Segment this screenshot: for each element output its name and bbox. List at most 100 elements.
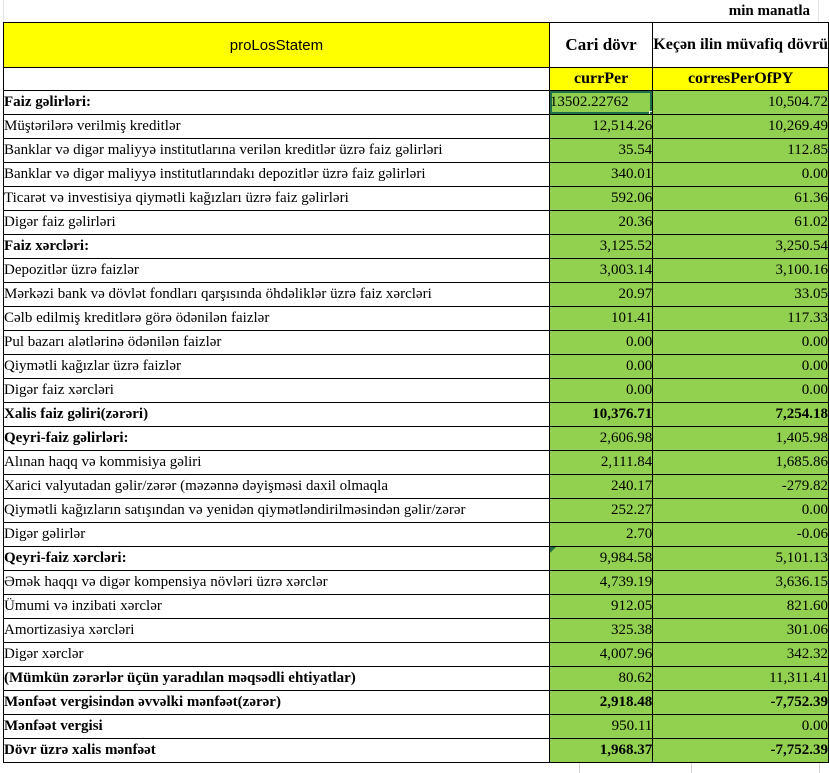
currper-value-cell[interactable]: 340.01	[548, 162, 654, 187]
row-label-cell[interactable]: Qeyri-faiz gəlirləri:	[3, 426, 550, 451]
row-label-cell[interactable]: Mənfəət vergisindən əvvəlki mənfəət(zərə…	[3, 690, 550, 715]
row-label-cell[interactable]: Banklar və digər maliyyə institutlarında…	[3, 162, 550, 187]
row-label-cell[interactable]: Əmək haqqı və digər kompensiya növləri ü…	[3, 570, 550, 595]
row-label-cell[interactable]: Pul bazarı alətlərinə ödənilən faizlər	[3, 330, 550, 355]
corresperofpy-value-cell[interactable]: 7,254.18	[652, 402, 829, 427]
row-label-cell[interactable]: (Mümkün zərərlər üçün yaradılan məqsədli…	[3, 666, 550, 691]
table-row: Qeyri-faiz gəlirləri: 2,606.98 1,405.98	[3, 426, 829, 451]
prior-period-header-cell[interactable]: Keçən ilin müvafiq dövrü	[652, 22, 829, 68]
corresperofpy-code: corresPerOfPY	[687, 70, 794, 87]
corresperofpy-value-cell[interactable]: 301.06	[652, 618, 829, 643]
row-label-cell[interactable]: Amortizasiya xərcləri	[3, 618, 550, 643]
corresperofpy-value-cell[interactable]: 61.02	[652, 210, 829, 235]
row-label-cell[interactable]: Digər faiz xərcləri	[3, 378, 550, 403]
corresperofpy-value-cell[interactable]: 0.00	[652, 354, 829, 379]
row-label-cell[interactable]: Digər faiz gəlirləri	[3, 210, 550, 235]
currper-value-cell[interactable]: 12,514.26	[548, 114, 654, 139]
currper-value-cell[interactable]: 325.38	[548, 618, 654, 643]
corresperofpy-value-cell[interactable]: -7,752.39	[652, 690, 829, 715]
currper-value-cell[interactable]: 950.11	[548, 714, 654, 739]
corresperofpy-value-cell[interactable]: 5,101.13	[652, 546, 829, 571]
row-label-cell[interactable]: Qiymətli kağızlar üzrə faizlər	[3, 354, 550, 379]
currper-value-cell[interactable]: 101.41	[548, 306, 654, 331]
row-label-cell[interactable]: Digər xərclər	[3, 642, 550, 667]
unit-note-cell[interactable]: min manatla	[3, 0, 819, 22]
corresperofpy-value-cell[interactable]: 342.32	[652, 642, 829, 667]
currper-value-cell[interactable]: 2,918.48	[548, 690, 654, 715]
row-label-cell[interactable]: Banklar və digər maliyyə institutlarına …	[3, 138, 550, 163]
row-label-cell[interactable]: Xarici valyutadan gəlir/zərər (məzənnə d…	[3, 474, 550, 499]
row-label-cell[interactable]: Dövr üzrə xalis mənfəət	[3, 738, 550, 763]
currper-value-cell-selected[interactable]: 13502.22762	[548, 90, 654, 115]
current-period-header-cell[interactable]: Cari dövr	[548, 22, 654, 68]
corresperofpy-value-cell[interactable]: 10,504.72	[652, 90, 829, 115]
corresperofpy-value-cell[interactable]: 0.00	[652, 162, 829, 187]
corresperofpy-value-cell[interactable]: 3,100.16	[652, 258, 829, 283]
table-row: Pul bazarı alətlərinə ödənilən faizlər 0.…	[3, 330, 829, 355]
currper-value-cell[interactable]: 912.05	[548, 594, 654, 619]
row-label-cell[interactable]: Alınan haqq və kommisiya gəliri	[3, 450, 550, 475]
corresperofpy-value-cell[interactable]: 1,685.86	[652, 450, 829, 475]
currper-value-cell[interactable]: 10,376.71	[548, 402, 654, 427]
empty-cell[interactable]	[3, 67, 550, 91]
corresperofpy-value-cell[interactable]: 0.00	[652, 714, 829, 739]
faint-gridline	[819, 763, 820, 773]
table-row: Banklar və digər maliyyə institutlarında…	[3, 162, 829, 187]
row-label-cell[interactable]: Faiz xərcləri:	[3, 234, 550, 259]
corresperofpy-value-cell[interactable]: -7,752.39	[652, 738, 829, 763]
row-label-cell[interactable]: Qeyri-faiz xərcləri:	[3, 546, 550, 571]
currper-value-cell[interactable]: 2.70	[548, 522, 654, 547]
statement-title-cell[interactable]: proLosStatem	[3, 22, 550, 68]
table-row: Mənfəət vergisindən əvvəlki mənfəət(zərə…	[3, 690, 829, 715]
corresperofpy-value-cell[interactable]: 821.60	[652, 594, 829, 619]
corresperofpy-value-cell[interactable]: 112.85	[652, 138, 829, 163]
currper-value-cell[interactable]: 20.97	[548, 282, 654, 307]
row-label-cell[interactable]: Müştərilərə verilmiş kreditlər	[3, 114, 550, 139]
corresperofpy-value-cell[interactable]: 3,250.54	[652, 234, 829, 259]
row-label-cell[interactable]: Mənfəət vergisi	[3, 714, 550, 739]
corresperofpy-value-cell[interactable]: -279.82	[652, 474, 829, 499]
corresperofpy-value-cell[interactable]: 3,636.15	[652, 570, 829, 595]
currper-value-cell[interactable]: 0.00	[548, 354, 654, 379]
table-row: Müştərilərə verilmiş kreditlər 12,514.26 1…	[3, 114, 829, 139]
currper-value-cell[interactable]: 4,739.19	[548, 570, 654, 595]
currper-value-cell[interactable]: 252.27	[548, 498, 654, 523]
currper-code-cell[interactable]: currPer	[548, 67, 654, 91]
corresperofpy-value-cell[interactable]: -0.06	[652, 522, 829, 547]
row-label-cell[interactable]: Cəlb edilmiş kreditlərə görə ödənilən fa…	[3, 306, 550, 331]
corresperofpy-value-cell[interactable]: 0.00	[652, 378, 829, 403]
currper-value-cell[interactable]: 2,606.98	[548, 426, 654, 451]
row-label-cell[interactable]: Mərkəzi bank və dövlət fondları qarşısın…	[3, 282, 550, 307]
currper-value-cell[interactable]: 4,007.96	[548, 642, 654, 667]
corresperofpy-value-cell[interactable]: 117.33	[652, 306, 829, 331]
row-label-cell[interactable]: Faiz gəlirləri:	[3, 90, 550, 115]
row-label-cell[interactable]: Ümumi və inzibati xərclər	[3, 594, 550, 619]
row-label-cell[interactable]: Ticarət və investisiya qiymətli kağızlar…	[3, 186, 550, 211]
code-header-row: currPer corresPerOfPY	[3, 67, 829, 91]
corresperofpy-code-cell[interactable]: corresPerOfPY	[652, 67, 829, 91]
currper-value-cell[interactable]: 592.06	[548, 186, 654, 211]
corresperofpy-value-cell[interactable]: 0.00	[652, 498, 829, 523]
currper-value-cell[interactable]: 0.00	[548, 330, 654, 355]
corresperofpy-value-cell[interactable]: 1,405.98	[652, 426, 829, 451]
row-label-cell[interactable]: Qiymətli kağızların satışından və yenidə…	[3, 498, 550, 523]
currper-value-cell[interactable]: 35.54	[548, 138, 654, 163]
currper-value-cell[interactable]: 80.62	[548, 666, 654, 691]
currper-value-cell[interactable]: 9,984.58	[548, 546, 654, 571]
row-label-cell[interactable]: Depozitlər üzrə faizlər	[3, 258, 550, 283]
corresperofpy-value-cell[interactable]: 61.36	[652, 186, 829, 211]
row-label-cell[interactable]: Xalis faiz gəliri(zərəri)	[3, 402, 550, 427]
currper-value-cell[interactable]: 3,125.52	[548, 234, 654, 259]
row-label-cell[interactable]: Digər gəlirlər	[3, 522, 550, 547]
currper-value-cell[interactable]: 1,968.37	[548, 738, 654, 763]
currper-value-cell[interactable]: 0.00	[548, 378, 654, 403]
currper-value-cell[interactable]: 2,111.84	[548, 450, 654, 475]
table-row: Faiz gəlirləri: 13502.22762 10,504.72	[3, 90, 829, 115]
corresperofpy-value-cell[interactable]: 0.00	[652, 330, 829, 355]
currper-value-cell[interactable]: 3,003.14	[548, 258, 654, 283]
currper-value-cell[interactable]: 240.17	[548, 474, 654, 499]
corresperofpy-value-cell[interactable]: 10,269.49	[652, 114, 829, 139]
currper-value-cell[interactable]: 20.36	[548, 210, 654, 235]
corresperofpy-value-cell[interactable]: 33.05	[652, 282, 829, 307]
corresperofpy-value-cell[interactable]: 11,311.41	[652, 666, 829, 691]
